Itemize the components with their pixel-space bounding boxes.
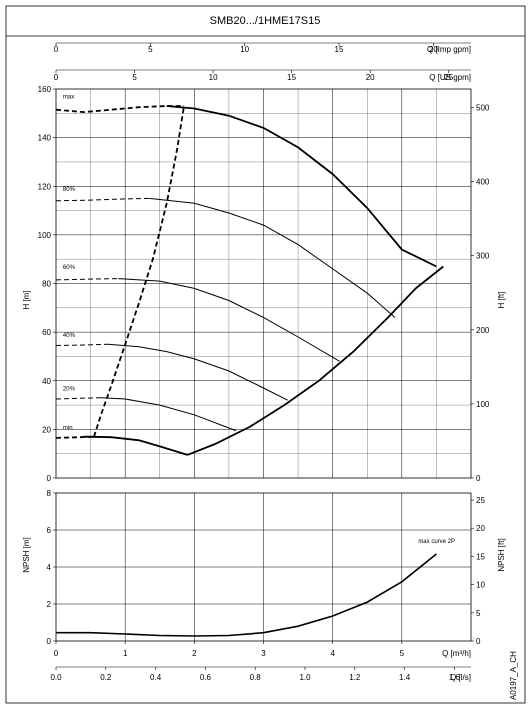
h-m-tick-label: 80 (42, 280, 51, 289)
npsh-ft-tick-label: 10 (476, 581, 485, 590)
npsh-ft-tick-label: 25 (476, 496, 485, 505)
head-curve-20pct (100, 397, 236, 432)
npsh-curve (56, 553, 437, 637)
m3h-tick-label: 2 (192, 649, 197, 658)
h-ft-tick-label: 300 (476, 252, 490, 261)
ls-tick-label: 1.2 (349, 673, 361, 682)
h-m-tick-label: 160 (38, 85, 52, 94)
head-grid (56, 89, 471, 478)
h-m-tick-label: 100 (38, 231, 52, 240)
chart-title: SMB20.../1HME17S15 (210, 15, 321, 27)
chart-outer-frame (5, 5, 526, 704)
ls-tick-label: 0.6 (200, 673, 212, 682)
us-gpm-tick-label: 15 (287, 73, 296, 82)
curve-label-min: min (63, 425, 73, 431)
m3h-axis-label: Q [m³/h] (442, 649, 471, 658)
imp-gpm-tick-label: 10 (240, 45, 249, 54)
us-gpm-tick-label: 10 (209, 73, 218, 82)
head-curve-40pct-dashed (55, 343, 108, 346)
npsh-m-tick-label: 2 (47, 600, 52, 609)
head-curve-60pct-dashed (55, 278, 119, 281)
m3h-tick-label: 1 (123, 649, 128, 658)
npsh-ft-tick-label: 5 (476, 609, 481, 618)
imp-gpm-tick-label: 20 (429, 45, 438, 54)
head-axes: 0 20 40 60 80 100 120 140 160 0 100 200 300 400 500 (38, 85, 490, 483)
npsh-axes: 0 2 4 6 8 0 5 10 15 20 25 (47, 489, 486, 646)
m3h-tick-label: 3 (261, 649, 266, 658)
head-curve-max (166, 105, 437, 268)
ls-tick-label: 0.2 (100, 673, 112, 682)
ls-tick-label: 1.0 (299, 673, 311, 682)
ls-tick-label: 1.6 (449, 673, 461, 682)
npsh-m-tick-label: 4 (47, 563, 52, 572)
h-ft-axis-label: H [ft] (497, 292, 506, 309)
head-curve-min (83, 435, 188, 456)
ls-tick-label: 0.4 (150, 673, 162, 682)
ls-tick-label: 0.0 (50, 673, 62, 682)
npsh-curve-label: max curve 2P (418, 539, 455, 545)
ls-axis-label: Q [l/s] (450, 673, 471, 682)
head-curve-40pct (107, 343, 288, 401)
h-ft-tick-label: 200 (476, 326, 490, 335)
h-m-tick-label: 60 (42, 328, 51, 337)
h-m-tick-label: 0 (47, 474, 52, 483)
imp-gpm-axis-label: Q [Imp gpm] (427, 45, 471, 54)
imp-gpm-tick-label: 15 (335, 45, 344, 54)
m3h-tick-label: 0 (54, 649, 59, 658)
h-m-tick-label: 20 (42, 425, 51, 434)
npsh-ft-tick-label: 20 (476, 524, 485, 533)
npsh-ft-tick-label: 15 (476, 552, 485, 561)
head-curve-envelope (187, 265, 444, 456)
curve-label-20pct: 20% (63, 386, 76, 392)
ls-tick-label: 0.8 (250, 673, 262, 682)
head-curves (55, 105, 444, 456)
head-curve-max-dashed (55, 105, 184, 114)
h-m-tick-label: 40 (42, 377, 51, 386)
imp-gpm-tick-label: 0 (54, 45, 59, 54)
imp-gpm-tick-label: 5 (148, 45, 153, 54)
us-gpm-tick-label: 5 (132, 73, 137, 82)
curve-label-max: max (63, 95, 74, 101)
us-gpm-tick-label: 25 (444, 73, 453, 82)
m3h-tick-label: 5 (400, 649, 405, 658)
head-curve-60pct (118, 278, 340, 362)
head-curve-80pct-dashed (55, 197, 150, 202)
document-code: A0197_A_CH (509, 651, 518, 700)
bottom-flow-axes: 0 1 2 3 4 5 Q [m³/h] 0.0 0.2 0.4 0.6 0.8 1.0 1.2 1.4 1.… (50, 641, 471, 682)
h-m-tick-label: 140 (38, 134, 52, 143)
curve-label-80pct: 80% (63, 187, 76, 193)
us-gpm-tick-label: 0 (54, 73, 59, 82)
m3h-tick-label: 4 (330, 649, 335, 658)
head-curve-20pct-dashed (55, 397, 102, 400)
npsh-m-tick-label: 6 (47, 526, 52, 535)
npsh-grid (56, 493, 471, 641)
h-ft-tick-label: 0 (476, 474, 481, 483)
ls-tick-label: 1.4 (399, 673, 411, 682)
h-m-tick-label: 120 (38, 182, 52, 191)
head-curve-envelope-dashed (93, 105, 185, 437)
head-curve-labels: max 80% 60% 40% 20% min (63, 95, 76, 432)
us-gpm-tick-label: 20 (366, 73, 375, 82)
npsh-m-tick-label: 8 (47, 489, 52, 498)
npsh-curves: max curve 2P (56, 539, 455, 637)
h-ft-tick-label: 100 (476, 400, 490, 409)
h-ft-tick-label: 400 (476, 178, 490, 187)
us-gpm-axis-label: Q [US gpm] (429, 73, 471, 82)
npsh-m-axis-label: NPSH [m] (22, 537, 31, 573)
h-ft-tick-label: 500 (476, 103, 490, 112)
npsh-ft-tick-label: 0 (476, 637, 481, 646)
curve-label-40pct: 40% (63, 333, 76, 339)
h-m-axis-label: H [m] (22, 290, 31, 309)
head-curve-80pct (149, 197, 396, 318)
curve-label-60pct: 60% (63, 265, 76, 271)
npsh-ft-axis-label: NPSH [ft] (497, 538, 506, 571)
top-flow-axes: 0 5 10 15 20Q [Imp gpm]0 5 10 15 20 25Q [US gpm] (54, 42, 471, 82)
npsh-m-tick-label: 0 (47, 637, 52, 646)
